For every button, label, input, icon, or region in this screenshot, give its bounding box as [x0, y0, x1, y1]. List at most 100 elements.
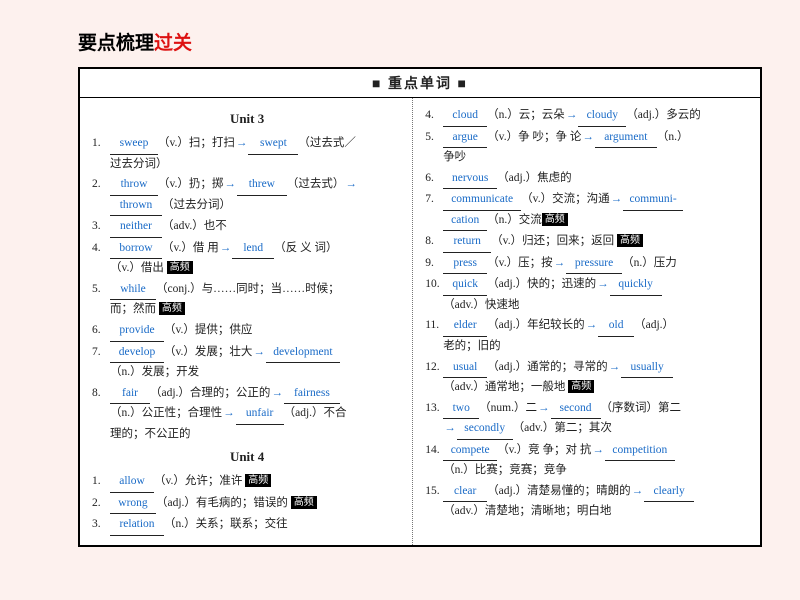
frequency-tag: 高频 — [245, 474, 271, 487]
fill-blank: return — [443, 232, 491, 253]
arrow-icon: → — [582, 131, 594, 143]
list-item: wrong（adj.）有毛病的；错误的 高频 — [92, 494, 402, 515]
fill-blank: cation — [443, 211, 487, 232]
text: （n.）发展；开发 — [110, 366, 199, 378]
list-item: while（conj.）与……同时；当……时候；而；然而 高频 — [92, 280, 402, 320]
text: （adv.）也不 — [162, 220, 227, 232]
fill-blank: develop — [110, 343, 164, 364]
fill-blank: secondly — [457, 419, 513, 440]
text: （adj.）多云的 — [626, 109, 700, 121]
text: （过去分词） — [162, 199, 231, 211]
unit4-title: Unit 4 — [92, 446, 402, 468]
list-item: two（num.）二→second（序数词）第二→secondly（adv.）第… — [425, 399, 750, 440]
text: （adj.）不合 — [284, 407, 347, 419]
fill-blank: usual — [443, 358, 487, 379]
arrow-icon: → — [271, 387, 283, 399]
list-item: return（v.）归还；回来；返回 高频 — [425, 232, 750, 253]
text: （adv.）第二；其次 — [513, 422, 612, 434]
arrow-icon: → — [611, 193, 623, 205]
fill-blank: development — [266, 343, 340, 364]
text: （adj.）快的；迅速的 — [487, 278, 596, 290]
text: （n.）压力 — [622, 257, 677, 269]
list-item: allow（v.）允许；准许 高频 — [92, 472, 402, 493]
text: （v.）提供；供应 — [164, 324, 252, 336]
fill-blank: pressure — [566, 254, 622, 275]
list-item: communicate（v.）交流；沟通→communi-cation（n.）交… — [425, 190, 750, 231]
title-red: 过关 — [154, 33, 192, 54]
list-item: throw（v.）扔；掷→threw（过去式）→thrown（过去分词） — [92, 175, 402, 216]
text: 理的；不公正的 — [110, 428, 191, 440]
text: （adj.）焦虑的 — [497, 172, 571, 184]
text: （adv.）快速地 — [443, 299, 519, 311]
arrow-icon: → — [632, 485, 644, 497]
frequency-tag: 高频 — [542, 213, 568, 226]
fill-blank: two — [443, 399, 479, 420]
text: （v.）借 用 — [162, 242, 219, 254]
fill-blank: while — [110, 280, 156, 301]
fill-blank: borrow — [110, 239, 162, 260]
fill-blank: unfair — [236, 404, 284, 425]
text: （v.）扫；打扫 — [158, 137, 235, 149]
text: （adv.）通常地；一般地 — [443, 381, 568, 393]
list-item: provide（v.）提供；供应 — [92, 321, 402, 342]
list-item: clear（adj.）清楚易懂的；晴朗的→clearly（adv.）清楚地；清晰… — [425, 482, 750, 522]
arrow-icon: → — [566, 109, 578, 121]
arrow-icon: → — [223, 407, 235, 419]
arrow-icon: → — [220, 242, 232, 254]
frequency-tag: 高频 — [617, 234, 643, 247]
text: （num.）二 — [479, 402, 537, 414]
text: （n.） — [657, 131, 689, 143]
list-item: sweep（v.）扫；打扫→swept（过去式／过去分词） — [92, 134, 402, 174]
fill-blank: neither — [110, 217, 162, 238]
text: （v.）争 吵；争 论 — [487, 131, 581, 143]
list-item: usual（adj.）通常的；寻常的→usually（adv.）通常地；一般地 … — [425, 358, 750, 398]
section-header: ■ 重点单词 ■ — [80, 69, 760, 98]
fill-blank: fairness — [284, 384, 340, 405]
arrow-icon: → — [609, 361, 621, 373]
fill-blank: clearly — [644, 482, 694, 503]
fill-blank: provide — [110, 321, 164, 342]
fill-blank: usually — [621, 358, 673, 379]
arrow-icon: → — [592, 444, 604, 456]
arrow-icon: → — [444, 422, 456, 434]
arrow-icon: → — [538, 402, 550, 414]
list-item: press（v.）压；按→pressure（n.）压力 — [425, 254, 750, 275]
list-item: borrow（v.）借 用→lend（反 义 词）（v.）借出 高频 — [92, 239, 402, 279]
text: （过去式） — [287, 178, 345, 190]
list-item: fair（adj.）合理的；公正的→fairness（n.）公正性；合理性→un… — [92, 384, 402, 445]
text: （v.）借出 — [110, 262, 167, 274]
text: （conj.）与……同时；当……时候； — [156, 283, 340, 295]
fill-blank: fair — [110, 384, 150, 405]
arrow-icon: → — [345, 178, 357, 190]
text: （adj.）年纪较长的 — [487, 319, 584, 331]
right-list: cloud（n.）云；云朵→cloudy（adj.）多云的argue（v.）争 … — [425, 106, 750, 522]
title-black: 要点梳理 — [78, 33, 154, 54]
text: 过去分词） — [110, 158, 168, 170]
list-item: elder（adj.）年纪较长的→old（adj.）老的；旧的 — [425, 316, 750, 356]
text: 而；然而 — [110, 303, 159, 315]
list-item: relation（n.）关系；联系；交往 — [92, 515, 402, 536]
frequency-tag: 高频 — [568, 380, 594, 393]
list-item: cloud（n.）云；云朵→cloudy（adj.）多云的 — [425, 106, 750, 127]
text: （adj.）有毛病的；错误的 — [156, 497, 291, 509]
fill-blank: allow — [110, 472, 154, 493]
text: 老的；旧的 — [443, 340, 501, 352]
list-item: compete（v.）竞 争；对 抗→competition（n.）比赛；竞赛；… — [425, 441, 750, 481]
text: （反 义 词） — [274, 242, 337, 254]
fill-blank: competition — [605, 441, 675, 462]
text: （adj.）清楚易懂的；晴朗的 — [487, 485, 630, 497]
fill-blank: wrong — [110, 494, 156, 515]
fill-blank: relation — [110, 515, 164, 536]
list-item: argue（v.）争 吵；争 论→argument（n.）争吵 — [425, 128, 750, 168]
fill-blank: quickly — [610, 275, 662, 296]
text: （n.）公正性；合理性 — [110, 407, 222, 419]
text: （序数词）第二 — [601, 402, 682, 414]
text: （n.）比赛；竞赛；竞争 — [443, 464, 567, 476]
text: （adj.）合理的；公正的 — [150, 387, 270, 399]
fill-blank: lend — [232, 239, 274, 260]
fill-blank: press — [443, 254, 487, 275]
fill-blank: throw — [110, 175, 158, 196]
left-column: Unit 3 sweep（v.）扫；打扫→swept（过去式／过去分词）thro… — [80, 98, 413, 545]
frequency-tag: 高频 — [291, 496, 317, 509]
fill-blank: threw — [237, 175, 287, 196]
